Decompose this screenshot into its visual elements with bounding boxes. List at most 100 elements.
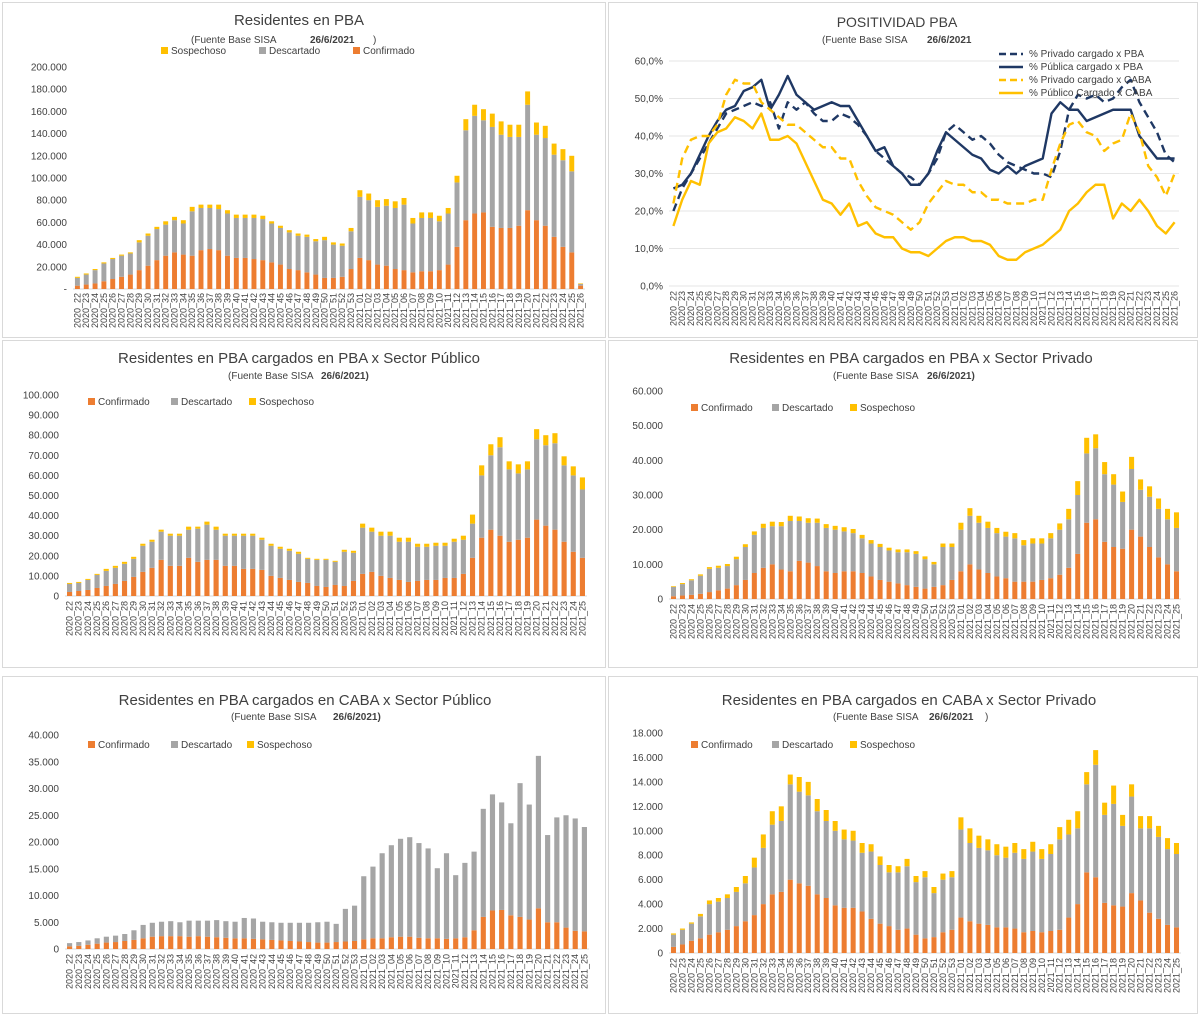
x-category-label: 2020_30 (143, 293, 153, 328)
bar-confirmado (1030, 581, 1036, 599)
bar-descartado (581, 827, 587, 932)
x-category-label: 2021_10 (442, 954, 452, 989)
x-category-label: 2020_48 (897, 291, 907, 326)
bar-confirmado (1057, 929, 1063, 953)
x-category-label: 2021_25 (567, 293, 577, 328)
bar-confirmado (508, 915, 514, 949)
bar-confirmado (313, 274, 319, 289)
x-category-label: 2020_39 (821, 604, 831, 639)
chart-source-close: ) (373, 35, 376, 46)
bar-descartado (195, 920, 201, 937)
legend-label-1: % Pública cargado x PBA (1029, 62, 1143, 73)
x-category-label: 2020_38 (212, 954, 222, 989)
bar-confirmado (688, 940, 694, 953)
bar-descartado (342, 908, 348, 942)
x-category-label: 2020_31 (147, 954, 157, 989)
bar-descartado (479, 475, 485, 538)
bar-confirmado (994, 576, 1000, 599)
bar-descartado (1030, 851, 1036, 931)
bar-confirmado (579, 557, 585, 596)
bar-descartado (760, 847, 766, 905)
x-category-label: 2020_34 (776, 958, 786, 993)
bar-confirmado (805, 562, 811, 599)
bar-sospechoso (931, 887, 937, 894)
x-category-label: 2020_36 (193, 954, 203, 989)
bar-sospechoso (225, 210, 230, 214)
x-category-label: 2021_22 (540, 293, 550, 328)
x-category-label: 2021_17 (1100, 958, 1110, 993)
x-category-label: 2021_10 (434, 293, 444, 328)
bar-confirmado (1120, 548, 1126, 599)
bar-confirmado (163, 255, 169, 289)
x-category-label: 2020_33 (166, 954, 176, 989)
bar-sospechoso (751, 531, 757, 535)
bar-sospechoso (931, 561, 937, 565)
y-tick-label: 10.000 (28, 571, 59, 582)
y-tick-label: 30.000 (28, 531, 59, 542)
chart-pba-sector-privado: Residentes en PBA cargados en PBA x Sect… (632, 350, 1181, 639)
bar-sospechoso (469, 514, 476, 524)
chart-source: (Fuente Base SISA (833, 712, 919, 723)
bar-sospechoso (131, 556, 137, 559)
x-category-label: 2021_09 (432, 954, 442, 989)
bar-descartado (778, 821, 784, 892)
bar-descartado (498, 134, 504, 228)
x-category-label: 2020_25 (695, 958, 705, 993)
bar-confirmado (497, 535, 503, 596)
bar-sospechoso (850, 528, 856, 534)
bar-descartado (332, 561, 338, 585)
bar-descartado (149, 922, 155, 937)
bar-descartado (472, 115, 478, 214)
bar-sospechoso (534, 429, 540, 440)
bar-sospechoso (578, 283, 584, 285)
bar-sospechoso (305, 557, 311, 559)
bar-confirmado (561, 541, 567, 596)
bar-confirmado (121, 580, 128, 596)
bar-descartado (572, 818, 578, 931)
x-category-label: 2020_52 (938, 604, 948, 639)
bar-sospechoso (1156, 825, 1162, 837)
bar-sospechoso (259, 537, 265, 540)
bar-descartado (868, 851, 874, 919)
x-category-label: 2020_23 (74, 601, 84, 636)
bar-sospechoso (189, 206, 195, 212)
bar-confirmado (670, 596, 677, 599)
bar-descartado (904, 866, 910, 929)
y-tick-label: 200.000 (31, 63, 68, 74)
bar-confirmado (560, 246, 566, 289)
bar-descartado (913, 882, 919, 935)
bar-confirmado (415, 580, 421, 596)
bar-sospechoso (1057, 827, 1063, 840)
x-category-label: 2020_22 (65, 954, 75, 989)
x-category-label: 2021_21 (1136, 958, 1146, 993)
bar-descartado (517, 783, 523, 917)
bar-confirmado (286, 579, 292, 596)
x-category-label: 2020_45 (875, 958, 885, 993)
x-category-label: 2020_32 (758, 604, 768, 639)
bar-descartado (110, 259, 116, 280)
bar-confirmado (578, 285, 584, 289)
line-series-2 (672, 78, 1176, 231)
bar-descartado (223, 921, 229, 938)
bar-confirmado (131, 939, 137, 949)
bar-confirmado (172, 252, 177, 289)
x-category-label: 2021_20 (1117, 291, 1127, 326)
x-category-label: 2021_20 (532, 601, 542, 636)
bar-confirmado (1156, 918, 1162, 953)
y-tick-label: 160.000 (31, 107, 68, 118)
bar-descartado (778, 526, 784, 570)
x-category-label: 2020_49 (313, 954, 323, 989)
x-category-label: 2020_27 (713, 958, 723, 993)
bar-descartado (787, 784, 793, 880)
bar-descartado (172, 220, 177, 253)
bar-sospechoso (841, 527, 847, 532)
bar-sospechoso (1102, 802, 1108, 815)
x-category-label: 2020_47 (893, 958, 903, 993)
bar-sospechoso (119, 254, 125, 256)
bar-confirmado (295, 270, 301, 289)
x-category-label: 2020_38 (214, 293, 224, 328)
y-tick-label: 10.000 (28, 891, 59, 902)
bar-descartado (251, 217, 257, 260)
bar-confirmado (101, 281, 107, 289)
bar-descartado (401, 204, 407, 271)
